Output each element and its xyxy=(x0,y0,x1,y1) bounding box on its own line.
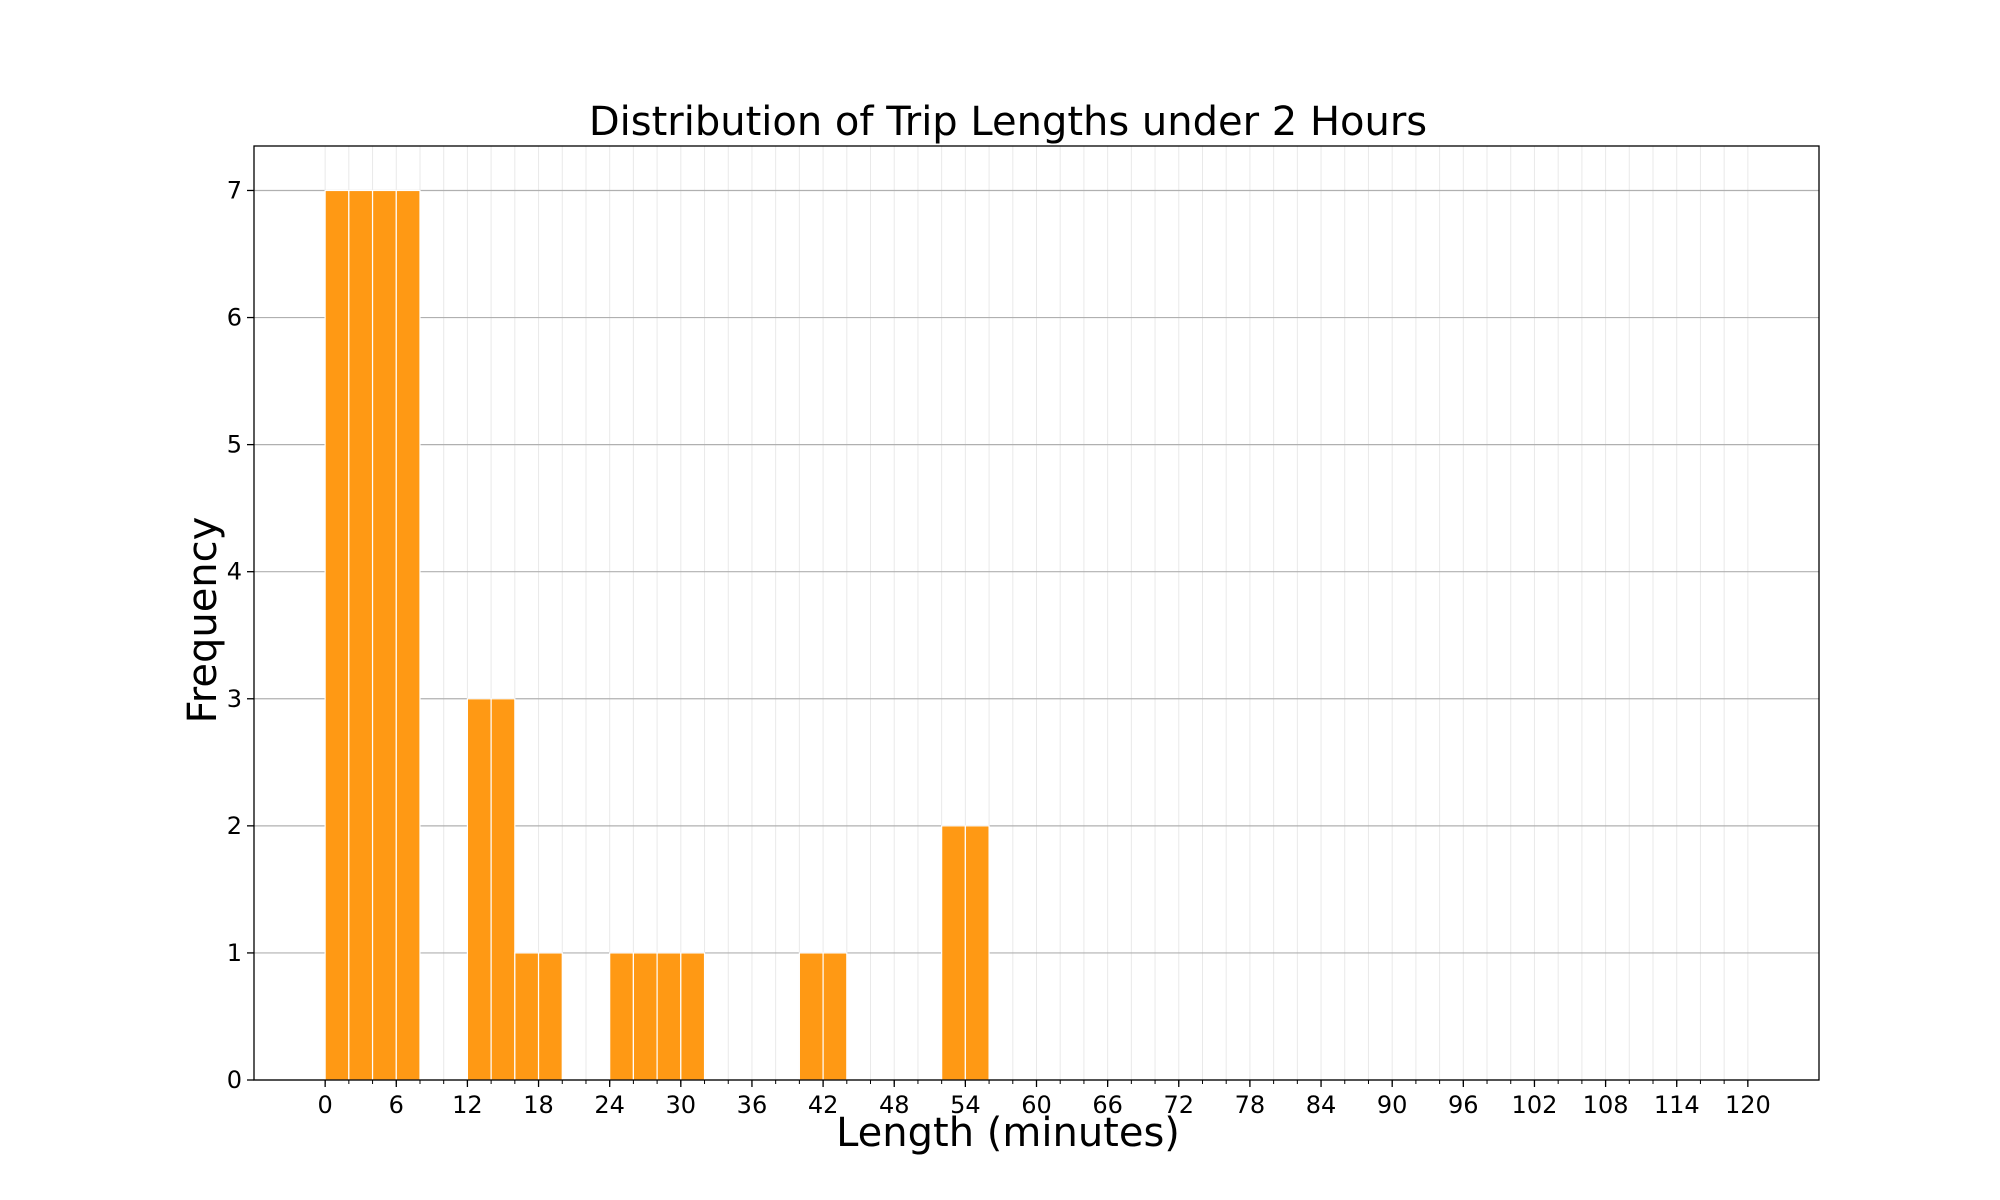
y-tick-label: 7 xyxy=(227,176,242,204)
x-tick-label: 72 xyxy=(1163,1091,1194,1119)
x-tick-label: 0 xyxy=(317,1091,332,1119)
y-axis-ticks: 0 1 2 3 4 5 6 7 xyxy=(227,176,254,1094)
y-tick-label: 3 xyxy=(227,685,242,713)
histogram-bar xyxy=(348,189,374,1081)
histogram-bar xyxy=(964,825,990,1081)
minor-grid xyxy=(324,146,1749,1080)
chart-title: Distribution of Trip Lengths under 2 Hou… xyxy=(589,99,1427,145)
y-tick-label: 2 xyxy=(227,812,242,840)
x-tick-label: 78 xyxy=(1235,1091,1266,1119)
histogram-bar xyxy=(798,952,824,1081)
x-tick-label: 24 xyxy=(594,1091,625,1119)
x-tick-label: 42 xyxy=(808,1091,839,1119)
histogram-bar xyxy=(609,952,634,1081)
x-tick-label: 6 xyxy=(389,1091,404,1119)
x-tick-label: 18 xyxy=(523,1091,554,1119)
histogram-bar xyxy=(537,952,563,1081)
x-tick-label: 60 xyxy=(1021,1091,1052,1119)
histogram-bar xyxy=(656,952,682,1081)
x-axis-label: Length (minutes) xyxy=(836,1110,1180,1156)
x-tick-label: 90 xyxy=(1377,1091,1408,1119)
x-tick-label: 96 xyxy=(1448,1091,1479,1119)
histogram-bar xyxy=(466,698,492,1081)
histogram-bar xyxy=(941,825,966,1081)
x-tick-label: 84 xyxy=(1306,1091,1337,1119)
y-tick-label: 5 xyxy=(227,431,242,459)
histogram-bar xyxy=(490,698,516,1081)
y-tick-label: 4 xyxy=(227,558,242,586)
x-tick-label: 66 xyxy=(1092,1091,1123,1119)
y-tick-label: 1 xyxy=(227,939,242,967)
y-tick-label: 0 xyxy=(227,1066,242,1094)
histogram-bar xyxy=(514,952,540,1081)
x-tick-label: 12 xyxy=(452,1091,483,1119)
x-tick-label: 120 xyxy=(1725,1091,1771,1119)
histogram-bar xyxy=(371,189,397,1081)
x-tick-label: 30 xyxy=(666,1091,697,1119)
x-tick-label: 108 xyxy=(1583,1091,1629,1119)
bars xyxy=(324,189,990,1081)
x-tick-label: 114 xyxy=(1654,1091,1700,1119)
x-tick-label: 54 xyxy=(950,1091,981,1119)
x-tick-label: 48 xyxy=(879,1091,910,1119)
histogram-bar xyxy=(324,189,350,1081)
histogram-bar xyxy=(680,952,706,1081)
histogram-bar xyxy=(395,189,421,1081)
histogram-bar xyxy=(632,952,658,1081)
y-axis-label: Frequency xyxy=(180,517,226,724)
x-tick-label: 36 xyxy=(737,1091,768,1119)
x-axis-ticks: 0 6 12 18 24 30 36 42 48 54 60 66 72 78 84 90 96 102 108 11… xyxy=(317,1080,1771,1119)
y-tick-label: 6 xyxy=(227,304,242,332)
x-tick-label: 102 xyxy=(1512,1091,1558,1119)
histogram-bar xyxy=(822,952,848,1081)
